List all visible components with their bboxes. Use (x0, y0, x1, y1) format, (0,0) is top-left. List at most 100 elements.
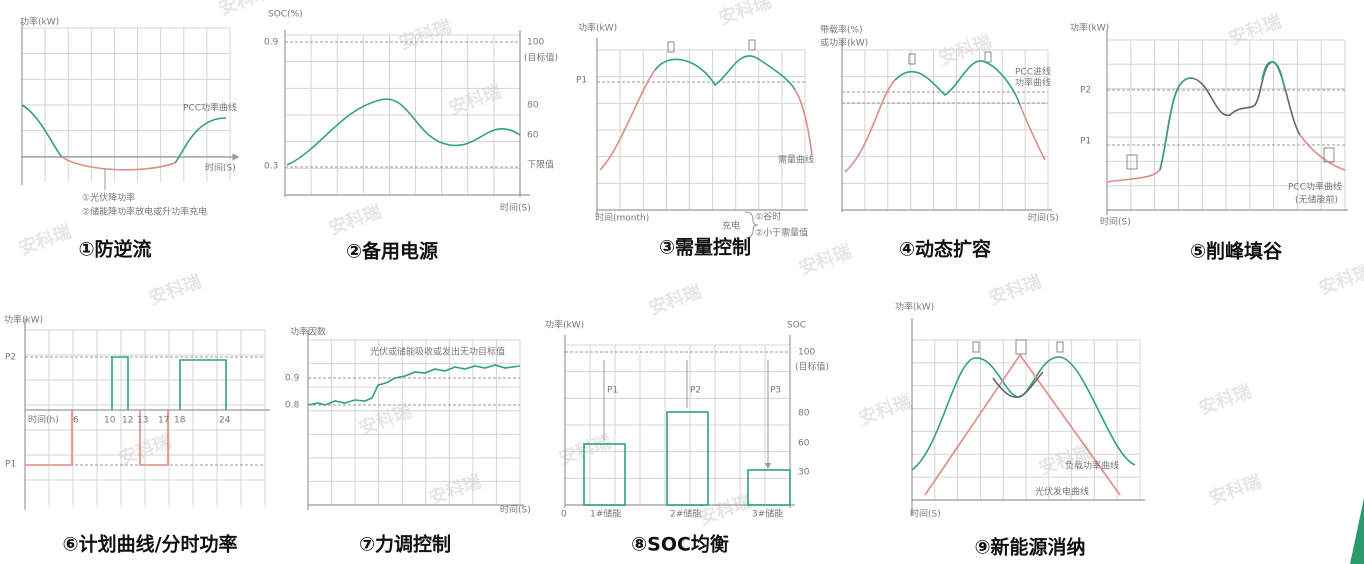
watermark: 安科瑞 (146, 270, 204, 309)
corner-decoration (1350, 498, 1364, 564)
pv-curve (924, 353, 1121, 496)
watermark: 安科瑞 (326, 200, 384, 239)
curve-label: PCC进线 (1015, 66, 1051, 78)
curve (1299, 134, 1346, 171)
panel-soc-balance: 功率(kW) SOC 100 (目标值) 80 60 30 P1 P2 P3 0… (545, 319, 829, 556)
y-label: 功率(kW) (545, 319, 584, 331)
panel-title: ②备用电源 (346, 240, 438, 263)
x-label: 时间(S) (910, 508, 941, 520)
panel-dynamic-expansion: 带载率(%) 或功率(kW) PCC进线 功率曲线 时间(S) ④动态扩容 (820, 24, 1059, 261)
curve (794, 89, 813, 156)
x-label: 时间(S) (500, 202, 531, 214)
curve-label: PCC功率曲线 (1288, 181, 1342, 193)
overlap-curve (992, 371, 1044, 398)
condition: ①谷时 (755, 211, 781, 223)
battery-icon (1323, 147, 1335, 163)
storage-bar (583, 443, 626, 506)
charge-label: 充电 (722, 220, 740, 232)
curve (1159, 61, 1301, 171)
tick-label: 6 (73, 416, 79, 426)
battery-icon (748, 39, 756, 51)
y-label: 功率(kW) (4, 314, 43, 326)
condition: ②小于需量值 (755, 227, 808, 239)
panel-backup-power: SOC(%) 0.9 0.3 100 (目标值) 80 60 下限值 时间(S)… (264, 10, 558, 263)
watermark: 安科瑞 (716, 0, 774, 29)
y-label: 或功率(kW) (820, 37, 868, 49)
y2-label: SOC (787, 321, 806, 331)
tick-label: 60 (798, 439, 810, 449)
tick-label: (目标值) (524, 52, 558, 64)
y-label: 功率(kW) (20, 16, 59, 28)
category-label: 1#储能 (590, 508, 621, 520)
x-label: 时间(S) (1028, 212, 1059, 224)
reference-lines (285, 41, 520, 168)
axes (841, 40, 1052, 212)
tick-label: 0.9 (285, 374, 300, 384)
axes (21, 20, 236, 185)
tick-label: 17 (158, 416, 169, 426)
curve (307, 364, 521, 406)
x-label: 时间(S) (205, 162, 236, 174)
level-label: P2 (5, 353, 16, 363)
category-label: 2#储能 (670, 508, 701, 520)
panel-demand-control: 功率(kW) P1 需量曲线 时间(month) 充电 ①谷时 ②小于需量值 ③… (576, 22, 814, 259)
curve (1106, 169, 1161, 183)
tick-label: 18 (174, 416, 186, 426)
panel-title: ①防逆流 (78, 238, 151, 261)
curve (25, 410, 169, 466)
watermark: 安科瑞 (1226, 10, 1284, 49)
bar-label: P2 (690, 386, 701, 396)
bar-label: P1 (607, 386, 618, 396)
axes (596, 38, 808, 215)
category-label: 3#储能 (752, 508, 783, 520)
curve-label: 负载功率曲线 (1065, 460, 1119, 472)
watermark: 安科瑞 (1206, 470, 1264, 509)
level-label: P1 (576, 76, 587, 86)
x-label: 时间(month) (595, 212, 649, 224)
tick-label: 10 (104, 416, 116, 426)
curve (286, 98, 521, 166)
tick-label: 下限值 (527, 159, 554, 171)
panel-renewable: 功率(kW) 负载功率曲线 光伏发电曲线 时间(S) ⑨新能源消纳 (895, 301, 1145, 559)
panel-title: ③需量控制 (659, 236, 751, 259)
battery-icon (972, 341, 980, 353)
curve-label: 需量曲线 (778, 154, 814, 166)
watermark: 安科瑞 (446, 80, 504, 119)
panel-title: ⑧SOC均衡 (631, 533, 729, 556)
y-label: 功率(kW) (895, 301, 934, 313)
tick-label: 0.3 (264, 162, 278, 172)
battery-icon (984, 51, 992, 63)
curve (1159, 61, 1286, 171)
x-label: 时间(h) (28, 414, 59, 426)
watermark: 安科瑞 (646, 280, 704, 319)
battery-icon (908, 53, 916, 65)
watermark: 安科瑞 (216, 0, 274, 19)
panel-schedule: 功率(kW) P2 P1 时间(h) 6 10 12 13 17 18 24 ⑥… (4, 314, 270, 556)
curve (61, 156, 176, 171)
tick-label: 0.8 (285, 401, 300, 411)
tick-label: 30 (798, 468, 810, 478)
watermark: 安科瑞 (1316, 260, 1364, 299)
storage-bar (666, 411, 709, 506)
x-label: 时间(S) (500, 504, 531, 516)
tick-label: (目标值) (795, 361, 829, 373)
curve-label: 功率曲线 (1015, 77, 1051, 89)
tick-label: 13 (137, 416, 148, 426)
tick-label: 80 (798, 409, 810, 419)
panel-title: ⑦力调控制 (359, 533, 451, 556)
curve (1019, 104, 1046, 161)
battery-icon (1056, 341, 1064, 353)
arrows (603, 360, 768, 466)
storage-bar (747, 469, 791, 506)
y-label: 带载率(%) (820, 24, 863, 36)
curve-label: (无储能前) (1295, 194, 1338, 206)
battery-icon (667, 41, 675, 53)
note: ①光伏降功率 (82, 192, 135, 204)
tick-label: 100 (798, 348, 815, 358)
grids (22, 27, 1346, 505)
axes (911, 318, 1145, 515)
watermark: 安科瑞 (356, 400, 414, 439)
load-curve (911, 356, 1136, 471)
curve (111, 356, 227, 410)
